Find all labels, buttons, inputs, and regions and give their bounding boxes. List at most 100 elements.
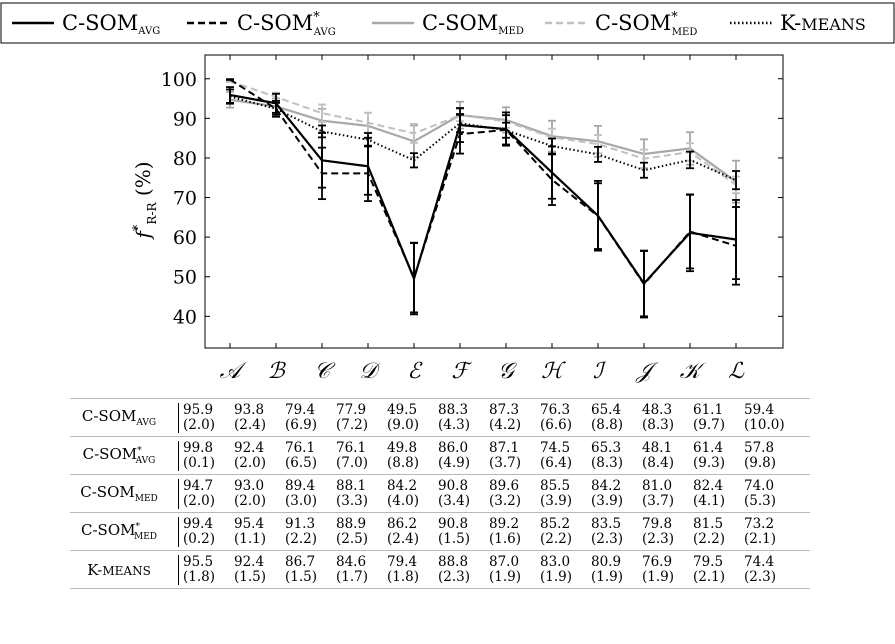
cell-mean: 83.0 [540,553,571,570]
table-cell: 81.0 (3.7) [642,477,693,509]
cell-sd: (1.9) [540,568,573,585]
row-label: C-SOMAVG [81,407,157,428]
cell-mean: 74.5 [540,439,571,456]
x-tick-label: 𝒟 [359,359,381,384]
cell-sd: (9.3) [693,454,726,471]
cell-sd: (4.0) [387,492,420,509]
cell-sd: (2.0) [183,416,216,433]
cell-mean: 90.8 [438,515,469,532]
table-cell: 87.3 (4.2) [489,401,540,433]
line-chart: C-SOMAVG C-SOM* AVG C-SOMMED C-SOM* MED K-MEAN… [0,2,895,384]
table-cell: 86.2 (2.4) [387,516,438,547]
cell-sd: (7.0) [336,454,369,471]
table-cell: 94.7 (2.0) [183,478,234,509]
table-cell: 99.4 (0.2) [183,516,234,547]
cell-mean: 65.3 [591,439,622,456]
cell-mean: 81.5 [693,515,724,532]
cell-mean: 76.3 [540,401,571,418]
cell-mean: 79.5 [693,553,724,570]
series-k-means [226,88,740,191]
series-line [229,95,737,182]
table-cell: 65.4 (8.8) [591,401,642,433]
cell-sd: (8.3) [591,454,624,471]
table-cell: 85.2 (2.2) [540,515,591,547]
cell-mean: 86.0 [438,439,469,456]
cell-mean: 85.2 [540,515,571,532]
table-cell: 89.6 (3.2) [489,478,540,509]
table-cell: 86.0 (4.9) [438,439,489,471]
cell-mean: 88.1 [336,477,367,494]
table-cell: 84.6 (1.7) [336,554,387,585]
cell-mean: 89.4 [285,477,316,494]
table-cell: 73.2 (2.1) [744,515,795,547]
table-cell: 65.3 (8.3) [591,439,642,471]
legend-label: C-SOMMED [422,11,524,37]
table-cell: 76.9 (1.9) [642,554,693,585]
cell-mean: 65.4 [591,401,622,418]
table-cell: 90.8 (1.5) [438,515,489,547]
table-cell: 93.0 (2.0) [234,477,285,509]
cell-sd: (1.5) [285,568,318,585]
x-tick-label: 𝒥 [635,359,659,384]
cell-mean: 61.1 [693,401,724,418]
legend-label: C-SOM* AVG [237,10,336,38]
cell-sd: (1.8) [387,568,420,585]
cell-sd: (2.1) [693,568,726,585]
table-row: K-MEANS 95.5 (1.8) 92.4 (1.5) 86.7 (1.5) 84.6 (1… [70,551,810,589]
table-cell: 61.1 (9.7) [693,401,744,433]
row-label: C-SOM*AVG [82,445,156,466]
series-line [229,93,737,286]
table-cell: 48.3 (8.3) [642,402,693,433]
cell-sd: (1.1) [234,530,267,547]
x-tick-label: ℒ [728,359,745,384]
cell-mean: 85.5 [540,477,571,494]
cell-mean: 87.3 [489,401,520,418]
table-cell: 92.4 (2.0) [234,440,285,471]
cell-sd: (0.1) [183,454,216,471]
cell-sd: (2.5) [336,530,369,547]
cell-mean: 84.2 [387,477,418,494]
x-tick-label: 𝒢 [498,359,517,384]
x-tick-label: ℐ [593,359,607,384]
table-cell: 87.1 (3.7) [489,440,540,471]
table-cell: 80.9 (1.9) [591,553,642,585]
y-tick-label: 80 [173,148,197,170]
cell-mean: 79.4 [285,401,316,418]
cell-sd: (8.3) [642,416,675,433]
cell-mean: 93.0 [234,477,265,494]
cell-sd: (8.8) [591,416,624,433]
cell-sd: (9.7) [693,416,726,433]
cell-sd: (1.9) [642,568,675,585]
table-cell: 84.2 (4.0) [387,477,438,509]
table-cell: 95.4 (1.1) [234,516,285,547]
row-label: K-MEANS [87,560,151,579]
cell-mean: 95.5 [183,553,214,570]
table-cell: 74.4 (2.3) [744,554,795,585]
plot-frame [204,54,784,349]
cell-sd: (2.3) [438,568,471,585]
cell-mean: 73.2 [744,515,775,532]
table-cell: 57.8 (9.8) [744,440,795,471]
table-cell: 81.5 (2.2) [693,515,744,547]
cell-mean: 90.8 [438,477,469,494]
legend: C-SOMAVG C-SOM* AVG C-SOMMED C-SOM* MED K-MEAN… [12,10,866,38]
table-cell: 99.8 (0.1) [183,440,234,471]
cell-sd: (2.2) [285,530,318,547]
cell-sd: (1.9) [489,568,522,585]
cell-sd: (1.7) [336,568,369,585]
x-tick-label: ℰ [407,359,423,384]
legend-label: C-SOMAVG [62,11,160,37]
cell-sd: (2.4) [387,530,420,547]
table-cell: 89.2 (1.6) [489,516,540,547]
cell-mean: 49.5 [387,401,418,418]
table-cell: 79.4 (1.8) [387,554,438,585]
cell-mean: 80.9 [591,553,622,570]
series-line [229,80,737,186]
legend-box [0,2,895,44]
cell-sd: (6.4) [540,454,573,471]
cell-mean: 77.9 [336,401,367,418]
table-cell: 87.0 (1.9) [489,554,540,585]
cell-mean: 81.0 [642,477,673,494]
table-cell: 74.0 (5.3) [744,478,795,509]
cell-mean: 61.4 [693,439,724,456]
